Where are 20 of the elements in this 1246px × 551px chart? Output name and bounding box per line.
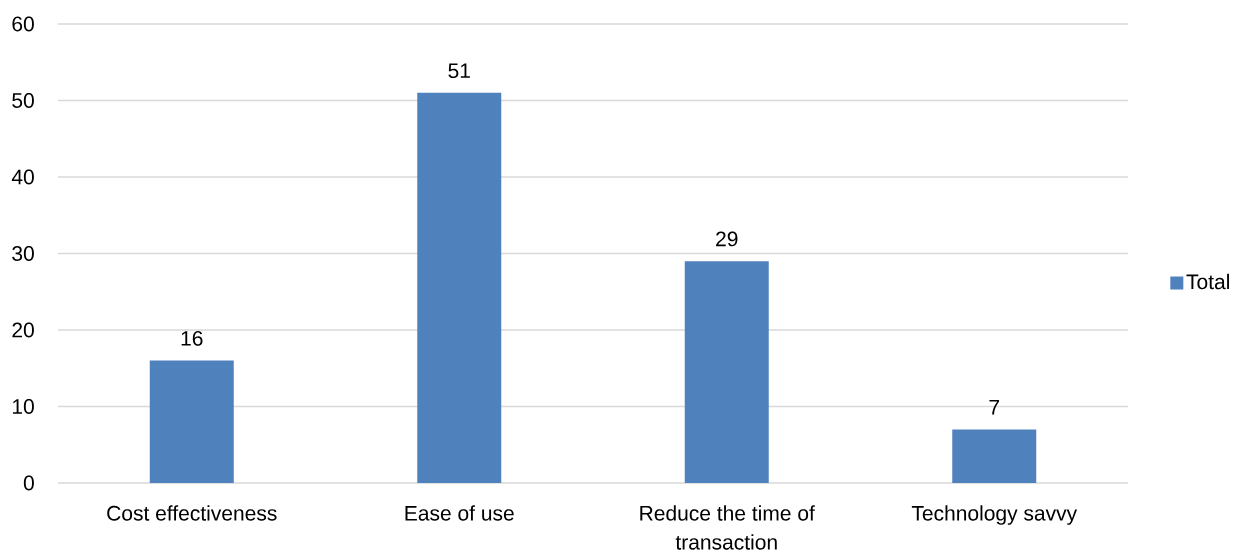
data-label: 16 — [181, 330, 203, 346]
data-label: 7 — [989, 400, 1000, 415]
legend-label: Total — [1186, 273, 1229, 290]
bar — [417, 92, 502, 483]
y-tick-label: 50 — [12, 93, 34, 108]
bar — [149, 360, 234, 483]
x-tick-label: Cost effectiveness — [107, 505, 277, 521]
bar — [952, 429, 1037, 483]
bar — [684, 261, 769, 483]
data-label: 29 — [716, 231, 738, 247]
y-tick-label: 30 — [12, 246, 34, 261]
y-tick-label: 20 — [12, 322, 34, 338]
y-tick-label: 60 — [12, 16, 34, 32]
x-tick-label: Technology savvy — [911, 505, 1078, 525]
y-tick-label: 0 — [23, 475, 34, 491]
y-tick-label: 10 — [12, 399, 34, 414]
x-tick-label: Reduce the time of transaction — [640, 505, 815, 550]
x-tick-label: Ease of use — [405, 505, 514, 521]
y-tick-label: 40 — [11, 169, 34, 185]
data-label: 51 — [448, 63, 470, 79]
